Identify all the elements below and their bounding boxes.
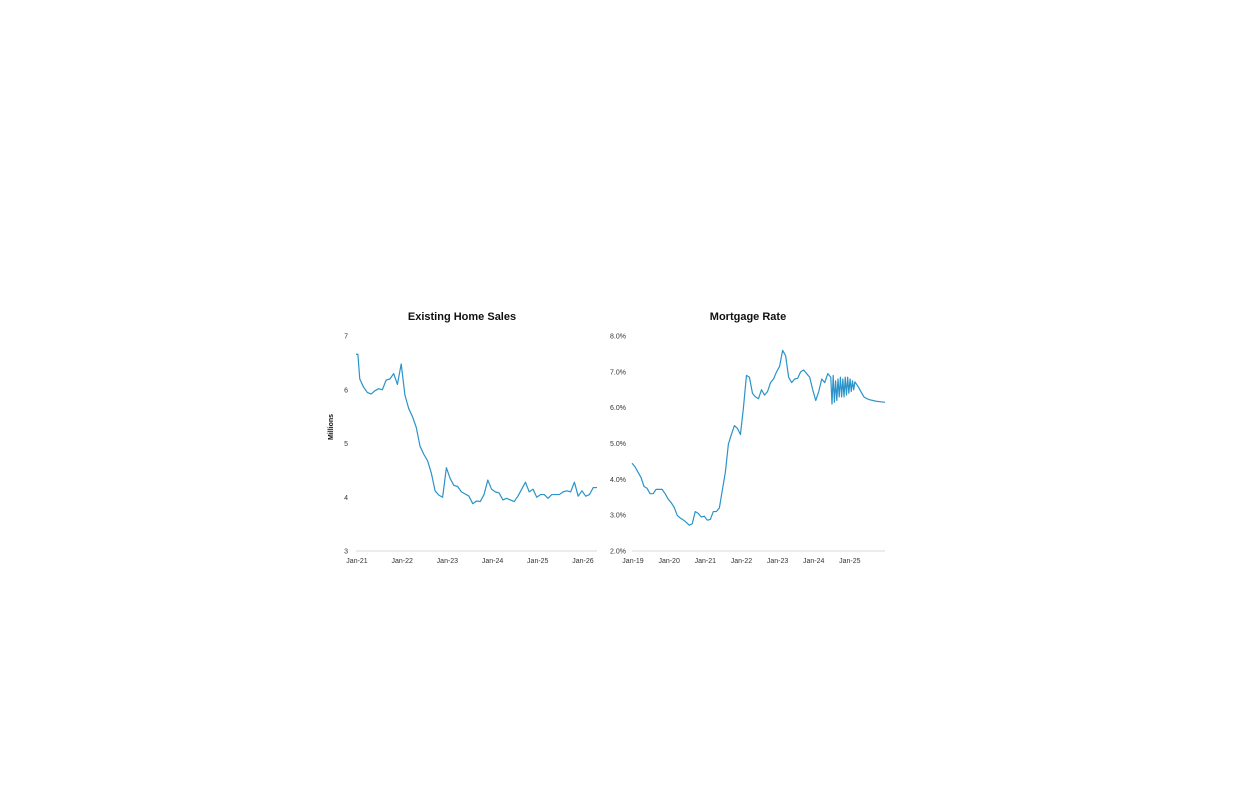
c2-x-tick-label: Jan-25 xyxy=(839,558,861,565)
chart1-ylabel: Millions xyxy=(328,414,335,440)
c1-x-tick-label: Jan-21 xyxy=(346,558,368,565)
c1-x-tick-label: Jan-23 xyxy=(437,558,459,565)
c2-y-tick-label: 8.0% xyxy=(610,334,626,341)
c2-x-tick-label: Jan-19 xyxy=(622,558,644,565)
c2-x-tick-label: Jan-24 xyxy=(803,558,825,565)
c2-x-tick-label: Jan-20 xyxy=(658,558,680,565)
mortgage-rate-chart: Mortgage Rate 2.0% 3.0% 4.0% 5.0% 6.0% 7.0% 8.… xyxy=(610,311,886,565)
c1-y-tick-label: 6 xyxy=(344,387,348,394)
c2-x-tick-label: Jan-22 xyxy=(731,558,753,565)
existing-home-sales-chart: Existing Home Sales Millions 3 4 5 6 7 Jan-2… xyxy=(328,311,597,565)
c1-x-tick-label: Jan-24 xyxy=(482,558,504,565)
c2-x-tick-label: Jan-23 xyxy=(767,558,789,565)
c1-x-tick-label: Jan-22 xyxy=(391,558,413,565)
c2-y-tick-label: 2.0% xyxy=(610,549,626,556)
c1-y-tick-label: 4 xyxy=(344,495,348,502)
c2-x-tick-label: Jan-21 xyxy=(695,558,717,565)
c2-y-tick-label: 5.0% xyxy=(610,441,626,448)
c1-x-tick-label: Jan-26 xyxy=(572,558,594,565)
chart1-title: Existing Home Sales xyxy=(408,311,516,323)
c1-x-tick-label: Jan-25 xyxy=(527,558,549,565)
c2-y-tick-label: 6.0% xyxy=(610,405,626,412)
c2-y-tick-label: 7.0% xyxy=(610,369,626,376)
c1-y-tick-label: 7 xyxy=(344,334,348,341)
c1-y-tick-label: 3 xyxy=(344,549,348,556)
c2-y-tick-label: 4.0% xyxy=(610,477,626,484)
chart1-series-line xyxy=(356,353,597,505)
chart2-series-line xyxy=(631,349,886,526)
c1-y-tick-label: 5 xyxy=(344,441,348,448)
chart2-title: Mortgage Rate xyxy=(710,311,786,323)
c2-y-tick-label: 3.0% xyxy=(610,513,626,520)
